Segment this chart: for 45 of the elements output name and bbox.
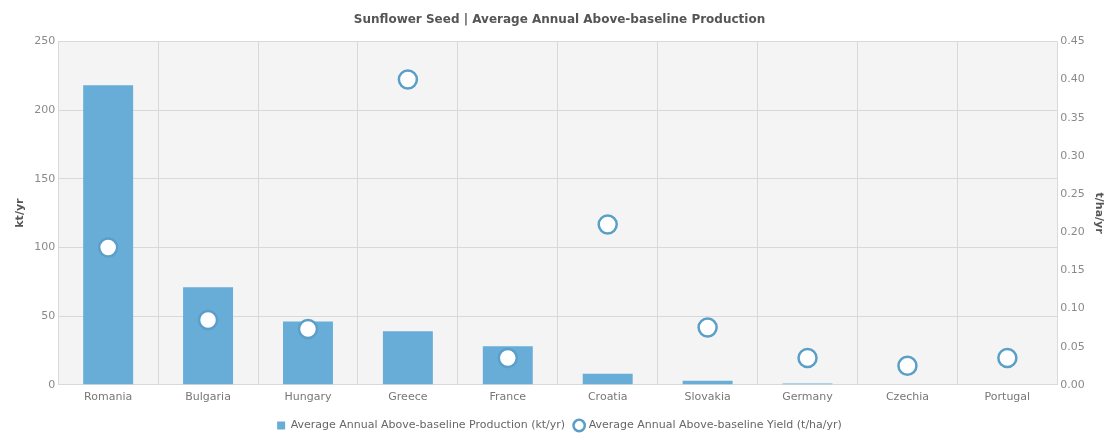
point bbox=[97, 237, 119, 258]
bar bbox=[83, 85, 134, 385]
y2-tick-label: 0.25 bbox=[1060, 186, 1085, 200]
y-tick-label: 0 bbox=[48, 377, 56, 391]
bar bbox=[183, 287, 234, 385]
x-tick-label: Greece bbox=[388, 390, 428, 404]
y2-axis-title: t/ha/yr bbox=[1092, 192, 1106, 235]
point bbox=[997, 347, 1018, 369]
point bbox=[197, 309, 219, 331]
chart-title: Sunflower Seed | Average Annual Above-baseline Production bbox=[353, 12, 766, 27]
bar bbox=[382, 331, 433, 385]
point bbox=[897, 355, 918, 376]
x-tick-label: Germany bbox=[782, 390, 834, 404]
bar bbox=[582, 373, 633, 385]
y2-tick-label: 0.35 bbox=[1060, 110, 1085, 124]
y2-tick-label: 0.30 bbox=[1060, 148, 1085, 162]
x-tick-label: Croatia bbox=[587, 390, 628, 404]
point bbox=[397, 69, 419, 90]
x-tick-label: Portugal bbox=[984, 390, 1031, 404]
point bbox=[297, 318, 319, 340]
y-axis-title: kt/yr bbox=[13, 197, 27, 228]
y-tick-label: 250 bbox=[34, 34, 56, 48]
y2-tick-label: 0.05 bbox=[1060, 339, 1085, 353]
y2-tick-label: 0.15 bbox=[1060, 263, 1085, 277]
y2-tick-label: 0.20 bbox=[1060, 225, 1085, 239]
y-tick-label: 150 bbox=[34, 171, 56, 185]
x-tick-label: Slovakia bbox=[684, 390, 731, 404]
point bbox=[697, 317, 718, 338]
y-tick-label: 50 bbox=[41, 308, 56, 322]
bar bbox=[283, 321, 333, 385]
y-tick-label: 200 bbox=[34, 102, 56, 116]
x-tick-label: Hungary bbox=[284, 390, 332, 404]
x-tick-label: Czechia bbox=[885, 390, 929, 404]
x-tick-label: Bulgaria bbox=[185, 390, 231, 404]
y2-tick-label: 0.00 bbox=[1060, 377, 1085, 391]
y2-tick-label: 0.10 bbox=[1060, 301, 1085, 315]
legend-label: Average Annual Above-baseline Production (kt/yr) bbox=[290, 418, 566, 432]
y2-tick-label: 0.40 bbox=[1060, 72, 1085, 86]
legend-label: Average Annual Above-baseline Yield (t/ha/yr) bbox=[588, 418, 842, 432]
y2-tick-label: 0.45 bbox=[1060, 34, 1085, 48]
point bbox=[597, 214, 618, 235]
x-tick-label: France bbox=[489, 390, 527, 404]
point bbox=[797, 347, 818, 369]
x-tick-label: Romania bbox=[84, 390, 133, 404]
y-tick-label: 100 bbox=[34, 240, 56, 254]
